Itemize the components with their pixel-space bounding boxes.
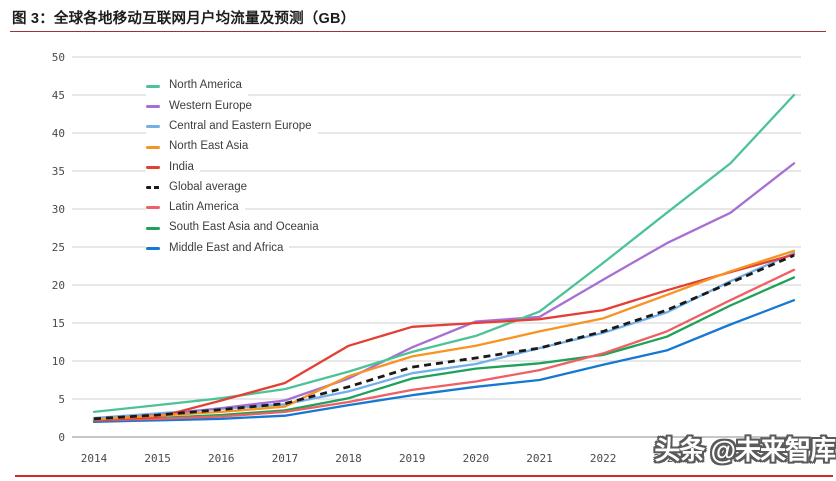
legend-label: Middle East and Africa bbox=[169, 241, 284, 254]
y-tick-label: 40 bbox=[52, 127, 65, 140]
series-line-middle-east-and-africa bbox=[92, 299, 796, 423]
x-axis-labels: 2014 2015 2016 2017 2018 2019 2020 2021 2022 2023 bbox=[81, 452, 680, 465]
bottom-divider bbox=[15, 475, 833, 477]
y-tick-label: 20 bbox=[52, 279, 65, 292]
watermark: 头条 @未来智库 bbox=[654, 435, 836, 465]
series-line-latin-america bbox=[92, 268, 796, 422]
legend-label: North East Asia bbox=[169, 140, 249, 153]
legend-item: Western Europe bbox=[146, 96, 258, 117]
x-tick-label: 2015 bbox=[144, 452, 171, 465]
x-tick-label: 2022 bbox=[590, 452, 617, 465]
x-tick-label: 2021 bbox=[526, 452, 553, 465]
y-tick-label: 30 bbox=[52, 203, 65, 216]
legend-item: India bbox=[146, 157, 200, 178]
legend-swatch bbox=[146, 165, 160, 169]
series-line-south-east-asia-and-oceania bbox=[92, 276, 796, 422]
legend-swatch bbox=[146, 84, 160, 88]
y-tick-label: 0 bbox=[58, 431, 65, 444]
series-line-india bbox=[92, 253, 796, 422]
legend-item: North America bbox=[146, 76, 248, 97]
y-tick-label: 5 bbox=[58, 393, 65, 406]
series-line-north-america bbox=[92, 93, 796, 414]
legend-label: Western Europe bbox=[169, 99, 252, 112]
series-line-global-average bbox=[93, 254, 795, 421]
x-tick-label: 2017 bbox=[272, 452, 299, 465]
legend-swatch bbox=[146, 125, 160, 129]
legend-item: Global average bbox=[146, 177, 253, 198]
x-tick-label: 2018 bbox=[335, 452, 362, 465]
chart-legend: North America Western Europe Central and E… bbox=[146, 76, 325, 259]
legend-label: Global average bbox=[169, 180, 247, 193]
legend-swatch bbox=[146, 206, 160, 210]
legend-swatch bbox=[146, 145, 160, 149]
legend-label: Central and Eastern Europe bbox=[169, 119, 312, 132]
x-tick-label: 2016 bbox=[208, 452, 235, 465]
y-tick-label: 50 bbox=[52, 51, 65, 64]
legend-item: Middle East and Africa bbox=[146, 238, 290, 259]
legend-label: North America bbox=[169, 79, 242, 92]
title-underline bbox=[10, 31, 826, 32]
figure-title: 图 3：全球各地移动互联网月户均流量及预测（GB） bbox=[12, 11, 356, 27]
x-tick-label: 2019 bbox=[399, 452, 426, 465]
legend-item: Central and Eastern Europe bbox=[146, 116, 318, 137]
legend-label: Latin America bbox=[169, 201, 239, 214]
legend-item: South East Asia and Oceania bbox=[146, 218, 325, 239]
legend-item: North East Asia bbox=[146, 136, 255, 158]
y-tick-label: 25 bbox=[52, 241, 65, 254]
legend-swatch bbox=[146, 247, 160, 251]
legend-swatch bbox=[146, 226, 160, 230]
series-line-western-europe bbox=[92, 162, 796, 421]
series-line-north-east-asia bbox=[92, 249, 796, 421]
y-tick-label: 15 bbox=[52, 317, 65, 330]
legend-label: India bbox=[169, 160, 194, 173]
y-tick-label: 35 bbox=[52, 165, 65, 178]
legend-swatch bbox=[146, 104, 160, 108]
y-tick-label: 45 bbox=[52, 89, 65, 102]
x-tick-label: 2014 bbox=[81, 452, 108, 465]
x-tick-label: 2023 bbox=[654, 452, 681, 465]
y-tick-label: 10 bbox=[52, 355, 65, 368]
legend-item: Latin America bbox=[146, 197, 245, 219]
x-tick-label: 2020 bbox=[463, 452, 490, 465]
legend-label: South East Asia and Oceania bbox=[169, 221, 319, 234]
legend-swatch bbox=[146, 186, 160, 190]
